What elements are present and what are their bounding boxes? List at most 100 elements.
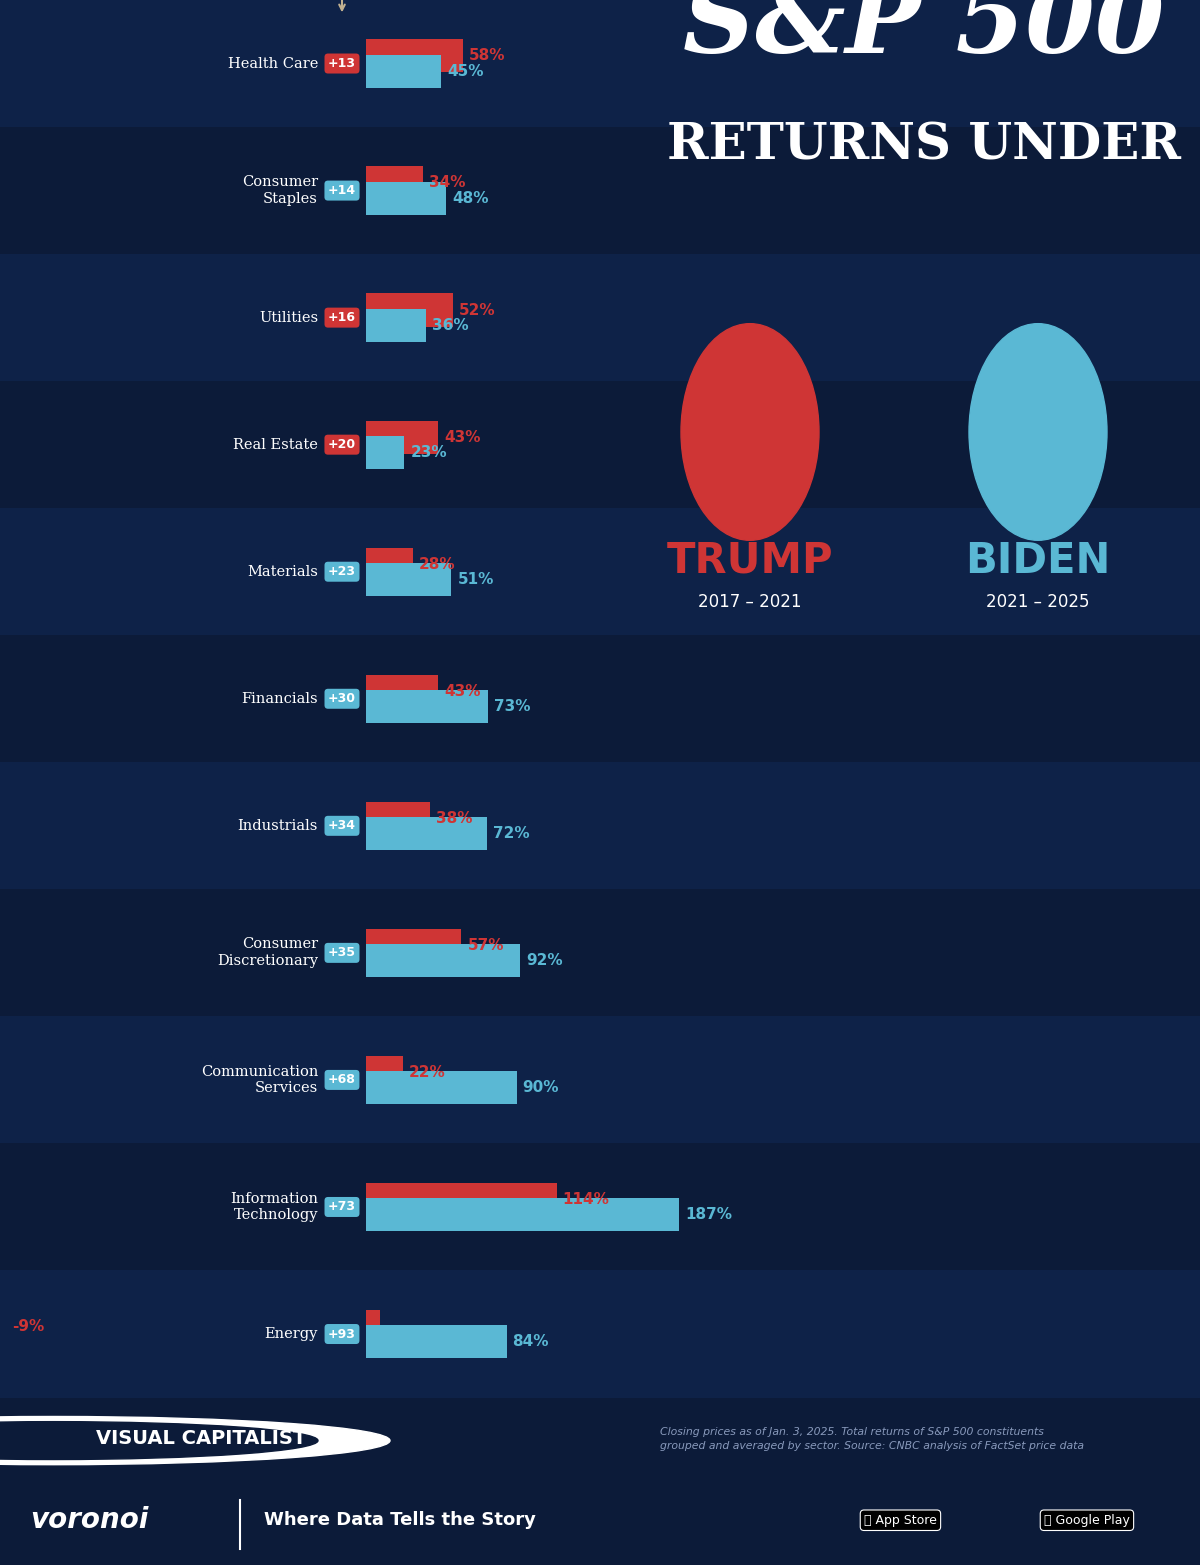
Text: +14: +14 (328, 185, 356, 197)
Text: VISUAL CAPITALIST: VISUAL CAPITALIST (96, 1429, 306, 1448)
FancyBboxPatch shape (366, 1326, 506, 1358)
Text: Where Data Tells the Story: Where Data Tells the Story (264, 1512, 536, 1529)
FancyBboxPatch shape (600, 382, 1200, 509)
Text: PP Difference: PP Difference (288, 0, 396, 9)
FancyBboxPatch shape (366, 182, 446, 214)
FancyBboxPatch shape (366, 55, 442, 88)
FancyBboxPatch shape (366, 944, 520, 977)
FancyBboxPatch shape (600, 0, 1200, 127)
Text: ⬛ Google Play: ⬛ Google Play (1044, 1513, 1130, 1527)
Ellipse shape (682, 324, 818, 540)
Text: 28%: 28% (419, 557, 456, 571)
FancyBboxPatch shape (366, 308, 426, 341)
Text: +93: +93 (328, 1327, 356, 1341)
Text: 2021 – 2025: 2021 – 2025 (986, 593, 1090, 610)
Text: +35: +35 (328, 947, 356, 959)
FancyBboxPatch shape (600, 762, 1200, 889)
FancyBboxPatch shape (366, 817, 486, 850)
Text: +13: +13 (328, 56, 356, 70)
Text: 34%: 34% (428, 175, 466, 191)
FancyBboxPatch shape (0, 509, 684, 635)
Text: 52%: 52% (460, 302, 496, 318)
Text: 114%: 114% (563, 1193, 610, 1207)
Text: Consumer
Staples: Consumer Staples (242, 175, 318, 207)
Text: 43%: 43% (444, 429, 480, 444)
Text: 36%: 36% (432, 318, 469, 333)
Text: 48%: 48% (452, 191, 488, 205)
FancyBboxPatch shape (0, 762, 684, 889)
FancyBboxPatch shape (366, 1199, 679, 1232)
Text: RETURNS UNDER: RETURNS UNDER (667, 122, 1181, 171)
FancyBboxPatch shape (0, 127, 684, 254)
Text: voronoi: voronoi (30, 1506, 149, 1534)
Text: 73%: 73% (494, 700, 530, 714)
Text: +30: +30 (328, 692, 356, 706)
Text: +16: +16 (328, 311, 356, 324)
FancyBboxPatch shape (366, 1056, 403, 1089)
Text: 22%: 22% (409, 1064, 445, 1080)
Text: Materials: Materials (247, 565, 318, 579)
FancyBboxPatch shape (366, 1183, 557, 1216)
FancyBboxPatch shape (366, 675, 438, 707)
Text: Closing prices as of Jan. 3, 2025. Total returns of S&P 500 constituents
grouped: Closing prices as of Jan. 3, 2025. Total… (660, 1427, 1084, 1451)
Text: Communication
Services: Communication Services (200, 1064, 318, 1096)
Text: +73: +73 (328, 1200, 356, 1213)
FancyBboxPatch shape (600, 889, 1200, 1016)
FancyBboxPatch shape (366, 435, 404, 470)
Text: Industrials: Industrials (238, 818, 318, 833)
Text: TRUMP: TRUMP (667, 540, 833, 582)
FancyBboxPatch shape (366, 801, 430, 834)
Text: +68: +68 (328, 1074, 356, 1086)
Text: 90%: 90% (523, 1080, 559, 1096)
FancyBboxPatch shape (366, 548, 413, 581)
FancyBboxPatch shape (366, 928, 461, 962)
Text: 58%: 58% (469, 49, 505, 64)
Text: S&P 500: S&P 500 (683, 0, 1165, 74)
Text: 51%: 51% (457, 571, 493, 587)
FancyBboxPatch shape (600, 1271, 1200, 1398)
Text: +20: +20 (328, 438, 356, 451)
Text: Consumer
Discretionary: Consumer Discretionary (217, 937, 318, 969)
Text: 57%: 57% (468, 937, 504, 953)
Text: 84%: 84% (512, 1333, 550, 1349)
FancyBboxPatch shape (0, 1016, 684, 1144)
Text: 92%: 92% (526, 953, 563, 969)
Text: Utilities: Utilities (259, 310, 318, 324)
FancyBboxPatch shape (0, 382, 684, 509)
Circle shape (0, 1421, 318, 1460)
FancyBboxPatch shape (0, 0, 684, 127)
FancyBboxPatch shape (0, 889, 684, 1016)
FancyBboxPatch shape (366, 1070, 517, 1103)
FancyBboxPatch shape (366, 1310, 380, 1343)
Text: Energy: Energy (265, 1327, 318, 1341)
Text: BIDEN: BIDEN (965, 540, 1111, 582)
FancyBboxPatch shape (0, 635, 684, 762)
Circle shape (0, 1416, 390, 1465)
FancyBboxPatch shape (366, 294, 454, 327)
Text: +23: +23 (328, 565, 356, 577)
FancyBboxPatch shape (366, 166, 422, 199)
Text: Financials: Financials (241, 692, 318, 706)
Text: Information
Technology: Information Technology (230, 1191, 318, 1222)
FancyBboxPatch shape (600, 1144, 1200, 1271)
FancyBboxPatch shape (600, 127, 1200, 254)
FancyBboxPatch shape (366, 421, 438, 454)
Text: 2017 – 2021: 2017 – 2021 (698, 593, 802, 610)
Ellipse shape (970, 324, 1108, 540)
Text: 23%: 23% (410, 444, 448, 460)
Text: 72%: 72% (492, 826, 529, 840)
Text: -9%: -9% (12, 1319, 44, 1333)
FancyBboxPatch shape (600, 254, 1200, 382)
FancyBboxPatch shape (0, 254, 684, 382)
FancyBboxPatch shape (0, 1271, 684, 1398)
Text: 43%: 43% (444, 684, 480, 698)
Text: +34: +34 (328, 820, 356, 833)
FancyBboxPatch shape (600, 635, 1200, 762)
FancyBboxPatch shape (366, 690, 488, 723)
Text: ⬛ App Store: ⬛ App Store (864, 1513, 937, 1527)
Text: Real Estate: Real Estate (233, 438, 318, 452)
Text: Health Care: Health Care (228, 56, 318, 70)
Text: 45%: 45% (448, 64, 484, 78)
Text: 38%: 38% (436, 811, 472, 826)
FancyBboxPatch shape (366, 563, 451, 596)
